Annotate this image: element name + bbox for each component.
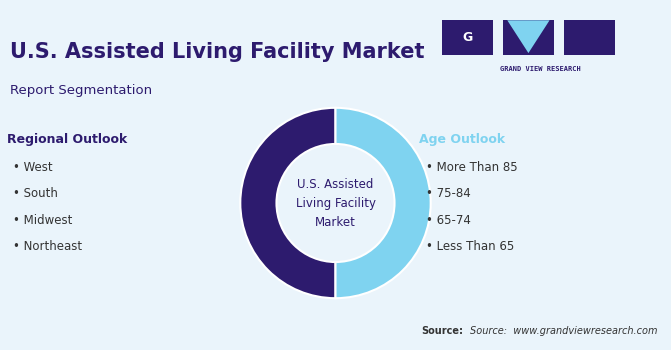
Text: U.S. Assisted
Living Facility
Market: U.S. Assisted Living Facility Market	[295, 177, 376, 229]
Text: G: G	[462, 31, 472, 44]
Text: Source:: Source:	[421, 326, 464, 336]
Text: • 75-84: • 75-84	[426, 187, 471, 200]
FancyBboxPatch shape	[503, 20, 554, 55]
Text: • Midwest: • Midwest	[13, 214, 72, 226]
Text: • Less Than 65: • Less Than 65	[426, 240, 515, 253]
Text: U.S. Assisted Living Facility Market: U.S. Assisted Living Facility Market	[10, 42, 425, 62]
Text: Report Segmentation: Report Segmentation	[10, 84, 152, 97]
Wedge shape	[240, 108, 336, 298]
Text: • 65-74: • 65-74	[426, 214, 471, 226]
Polygon shape	[507, 20, 550, 53]
Text: Source:  www.grandviewresearch.com: Source: www.grandviewresearch.com	[470, 326, 658, 336]
Text: Regional Outlook: Regional Outlook	[7, 133, 127, 146]
Text: GRAND VIEW RESEARCH: GRAND VIEW RESEARCH	[500, 66, 580, 72]
Wedge shape	[336, 108, 431, 298]
FancyBboxPatch shape	[442, 20, 493, 55]
FancyBboxPatch shape	[564, 20, 615, 55]
Text: • More Than 85: • More Than 85	[426, 161, 518, 174]
Text: • South: • South	[13, 187, 58, 200]
Text: Age Outlook: Age Outlook	[419, 133, 505, 146]
Text: • West: • West	[13, 161, 53, 174]
Text: • Northeast: • Northeast	[13, 240, 83, 253]
